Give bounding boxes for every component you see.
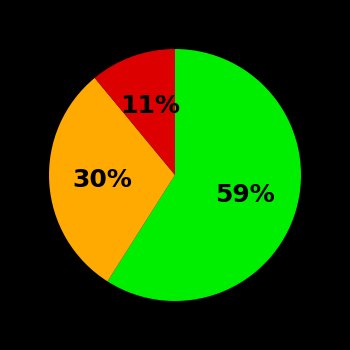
Wedge shape [49,78,175,281]
Wedge shape [95,49,175,175]
Text: 59%: 59% [215,183,275,208]
Text: 30%: 30% [72,168,132,191]
Wedge shape [107,49,301,301]
Text: 11%: 11% [120,94,180,118]
